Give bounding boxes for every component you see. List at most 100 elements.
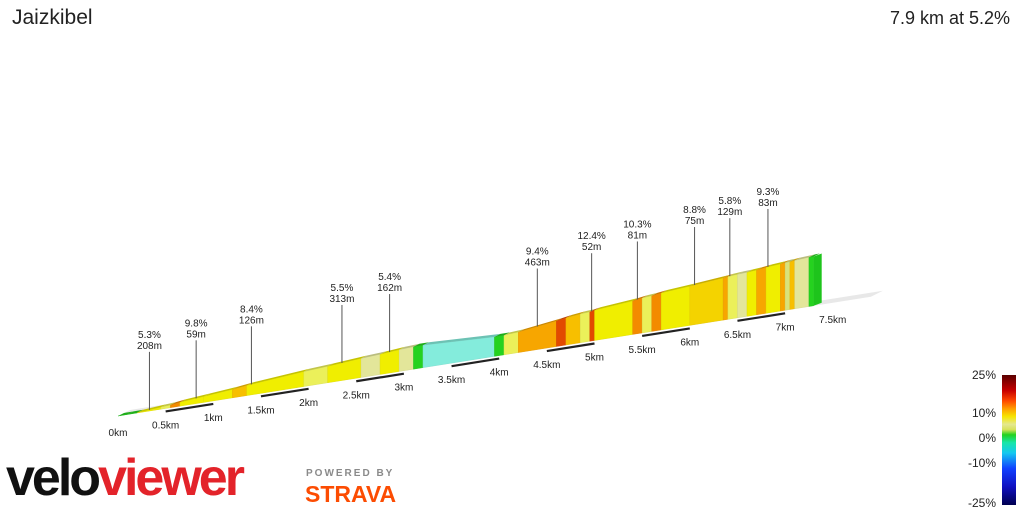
profile-top-face xyxy=(422,333,501,346)
profile-top-face xyxy=(494,332,510,337)
distance-tick-label: 1.5km xyxy=(247,405,274,416)
profile-top-face xyxy=(160,402,177,408)
annotation-length: 126m xyxy=(239,315,264,326)
profile-top-face xyxy=(137,404,167,413)
profile-top-face xyxy=(361,351,387,359)
annotation-grade: 5.8% xyxy=(718,196,741,207)
distance-tick-label: 6km xyxy=(680,337,699,348)
profile-top-face xyxy=(127,409,144,415)
profile-top-face xyxy=(766,261,787,268)
color-scale-label: 25% xyxy=(972,368,996,382)
distance-tick-label: 1km xyxy=(204,413,223,424)
profile-top-face xyxy=(727,271,744,277)
logo-viewer: viewer xyxy=(98,449,245,507)
profile-top-face xyxy=(594,297,639,311)
annotation-length: 208m xyxy=(137,341,162,352)
annotation-length: 59m xyxy=(186,329,205,340)
profile-top-face xyxy=(723,273,734,278)
profile-top-edge xyxy=(118,253,820,416)
annotation-length: 81m xyxy=(628,230,647,241)
profile-top-face xyxy=(789,257,801,262)
distance-tick-label: 0.5km xyxy=(152,420,179,431)
color-scale-labels: 25% 10% 0% -10% -25% xyxy=(968,368,996,510)
profile-top-face xyxy=(642,292,658,299)
color-scale-label: 10% xyxy=(972,406,996,420)
profile-top-face xyxy=(689,274,730,287)
logo-velo: velo xyxy=(6,449,101,507)
annotation-grade: 12.4% xyxy=(577,231,605,242)
distance-tick-label: 7km xyxy=(776,322,795,333)
annotation-length: 463m xyxy=(525,258,550,269)
profile-top-face xyxy=(413,342,429,347)
distance-scale-bar xyxy=(641,327,690,338)
profile-top-face xyxy=(179,393,210,403)
distance-tick-label: 4.5km xyxy=(533,360,560,371)
gradient-profile-chart: 5.3%208m 9.8%59m 8.4%126m 5.5%313m 5.4%162m 9… xyxy=(109,187,883,439)
profile-top-face xyxy=(737,269,753,275)
annotation-grade: 5.3% xyxy=(138,330,161,341)
annotation-length: 83m xyxy=(758,198,777,209)
distance-scale-bar xyxy=(260,387,309,398)
annotation-grade: 9.3% xyxy=(757,187,780,198)
climb-summary: 7.9 km at 5.2% xyxy=(889,8,1010,28)
profile-top-face xyxy=(794,254,815,261)
gradient-annotations: 5.3%208m 9.8%59m 8.4%126m 5.5%313m 5.4%162m 9… xyxy=(137,187,780,410)
profile-top-face xyxy=(399,343,420,350)
profile-top-face xyxy=(808,253,820,258)
profile-top-face xyxy=(518,317,563,333)
distance-scale-bar xyxy=(356,372,405,383)
profile-top-face xyxy=(785,258,796,263)
color-scale-label: -10% xyxy=(968,456,996,470)
color-scale-label: 0% xyxy=(979,431,997,445)
distance-scale-bar xyxy=(546,342,595,353)
page-title: Jaizkibel xyxy=(12,6,93,29)
distance-tick-label: 6.5km xyxy=(724,330,751,341)
profile-top-face xyxy=(380,346,406,355)
distance-scale-bar xyxy=(165,402,214,413)
strava-logo: STRAVA xyxy=(305,481,397,507)
profile-top-face xyxy=(246,368,310,386)
distance-tick-label: 5.5km xyxy=(629,345,656,356)
distance-tick-label: 5km xyxy=(585,353,604,364)
profile-top-face xyxy=(589,307,601,312)
annotation-grade: 8.8% xyxy=(683,205,706,216)
distance-scale-bar xyxy=(737,312,786,322)
profile-top-face xyxy=(232,382,253,390)
profile-top-face xyxy=(651,290,668,296)
annotation-grade: 8.4% xyxy=(240,304,263,315)
distance-tick-label: 3.5km xyxy=(438,375,465,386)
profile-top-face xyxy=(556,314,572,321)
annotation-grade: 9.8% xyxy=(185,318,208,329)
veloviewer-logo: veloviewer xyxy=(6,449,245,507)
annotation-length: 52m xyxy=(582,242,601,253)
annotation-length: 75m xyxy=(685,216,704,227)
distance-tick-label: 7.5km xyxy=(819,315,846,326)
profile-top-face xyxy=(170,399,186,406)
distance-tick-label: 4km xyxy=(490,368,509,379)
color-scale-label: -25% xyxy=(968,496,996,510)
profile-top-face xyxy=(327,355,368,367)
profile-end-wall xyxy=(813,253,822,306)
annotation-grade: 5.4% xyxy=(378,272,401,283)
profile-top-face xyxy=(203,386,239,397)
powered-by-label: POWERED BY xyxy=(306,468,395,479)
annotation-grade: 9.4% xyxy=(526,247,549,258)
annotation-length: 313m xyxy=(329,294,354,305)
distance-axis: 0km 0.5km 1km 1.5km 2km 2.5km 3km 3.5km 4km 4.5km… xyxy=(109,312,846,439)
profile-top-face xyxy=(632,295,649,301)
annotation-length: 129m xyxy=(717,207,742,218)
profile-top-face xyxy=(661,283,696,294)
distance-tick-label: 2km xyxy=(299,398,318,409)
distance-tick-label: 0km xyxy=(109,428,128,439)
annotation-grade: 10.3% xyxy=(623,219,651,230)
annotation-length: 162m xyxy=(377,283,402,294)
profile-top-face xyxy=(503,329,525,336)
distance-tick-label: 2.5km xyxy=(343,390,370,401)
profile-top-face xyxy=(780,259,792,265)
annotation-grade: 5.5% xyxy=(331,283,354,294)
profile-top-face xyxy=(565,311,587,318)
distance-tick-label: 3km xyxy=(394,383,413,394)
profile-top-face xyxy=(118,411,134,416)
profile-top-face xyxy=(303,363,334,372)
